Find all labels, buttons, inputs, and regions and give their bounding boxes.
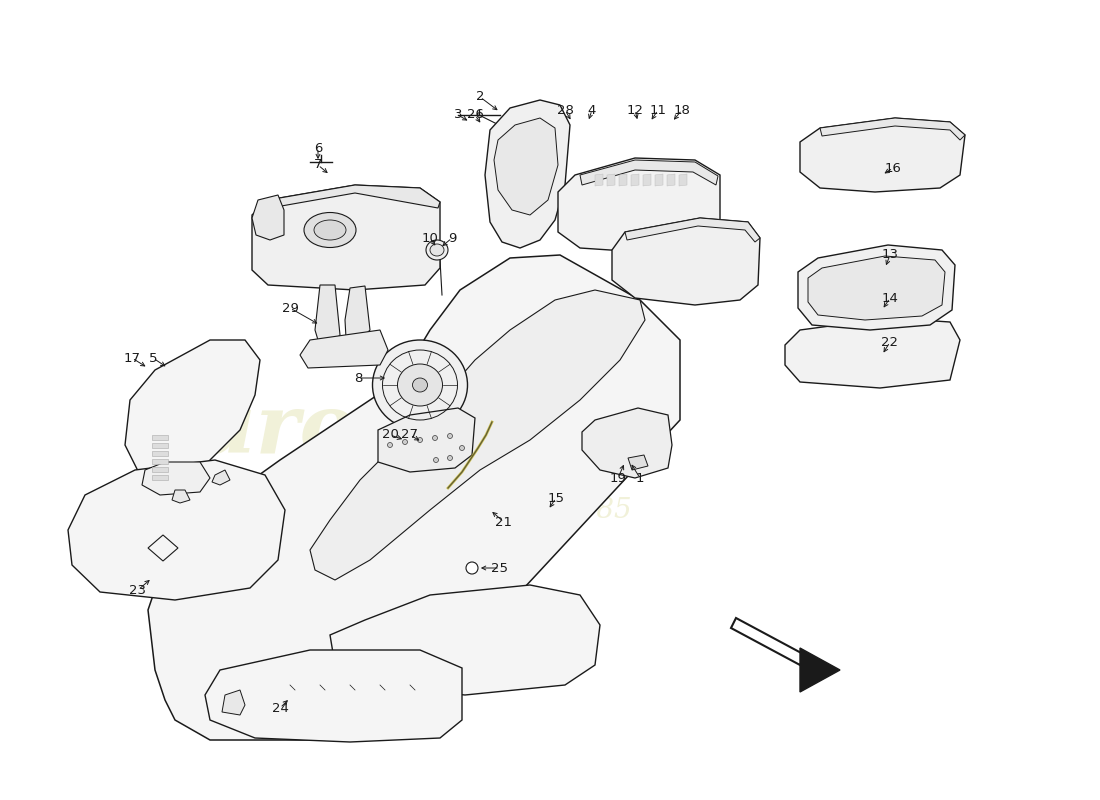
Circle shape [448,455,452,461]
Text: 20: 20 [382,429,398,442]
Polygon shape [142,462,210,495]
Text: 6: 6 [314,142,322,154]
Polygon shape [152,475,168,480]
Text: 21: 21 [495,515,513,529]
Polygon shape [125,340,260,490]
Text: 3: 3 [453,109,462,122]
Polygon shape [345,286,370,342]
Circle shape [387,442,393,447]
Text: 16: 16 [884,162,901,174]
Polygon shape [222,690,245,715]
Polygon shape [152,435,168,440]
Polygon shape [619,174,627,186]
Polygon shape [798,245,955,330]
Polygon shape [612,218,760,305]
Polygon shape [152,443,168,448]
Polygon shape [315,285,340,345]
Text: 29: 29 [282,302,298,314]
Polygon shape [212,470,230,485]
Text: 13: 13 [881,249,899,262]
Text: 25: 25 [492,562,508,574]
Text: 23: 23 [130,583,146,597]
Text: 18: 18 [673,103,691,117]
Text: 17: 17 [123,351,141,365]
Text: 5: 5 [148,351,157,365]
Text: 4: 4 [587,103,596,117]
Circle shape [466,562,478,574]
Polygon shape [679,174,688,186]
Ellipse shape [412,378,428,392]
Ellipse shape [426,240,448,260]
Polygon shape [494,118,558,215]
Polygon shape [820,118,965,140]
Polygon shape [595,174,603,186]
Text: europarts: europarts [143,390,597,470]
Circle shape [433,458,439,462]
Polygon shape [800,118,965,192]
Text: 11: 11 [649,103,667,117]
Polygon shape [808,256,945,320]
Polygon shape [582,408,672,478]
Text: a passion for parts since 1985: a passion for parts since 1985 [208,497,631,523]
Polygon shape [300,330,388,368]
Polygon shape [644,174,651,186]
Polygon shape [580,160,718,185]
Circle shape [418,438,422,442]
Polygon shape [732,618,805,665]
Circle shape [460,446,464,450]
Text: 7: 7 [314,158,322,171]
Ellipse shape [373,340,468,430]
Ellipse shape [430,244,444,256]
Polygon shape [252,195,284,240]
Text: 9: 9 [448,231,456,245]
Polygon shape [631,174,639,186]
Polygon shape [625,218,760,242]
Text: 14: 14 [881,291,899,305]
Polygon shape [330,585,600,695]
Text: 2: 2 [475,90,484,103]
Ellipse shape [304,213,356,247]
Polygon shape [152,467,168,472]
Polygon shape [252,185,440,290]
Text: 24: 24 [272,702,288,714]
Circle shape [448,434,452,438]
Text: 10: 10 [421,231,439,245]
Text: 12: 12 [627,103,644,117]
Polygon shape [654,174,663,186]
Text: 28: 28 [557,103,573,117]
Polygon shape [205,650,462,742]
Polygon shape [152,451,168,456]
Polygon shape [607,174,615,186]
Polygon shape [172,490,190,503]
Text: 27: 27 [402,429,418,442]
Text: 26: 26 [466,109,483,122]
Circle shape [432,435,438,441]
Circle shape [403,439,407,445]
Text: 15: 15 [548,491,564,505]
Text: 1: 1 [636,471,645,485]
Text: 19: 19 [609,471,626,485]
Polygon shape [310,290,645,580]
Polygon shape [558,158,720,252]
Polygon shape [148,255,680,740]
Text: 8: 8 [354,371,362,385]
Polygon shape [785,318,960,388]
Polygon shape [800,648,840,692]
Polygon shape [68,460,285,600]
Polygon shape [268,185,440,208]
Polygon shape [667,174,675,186]
Polygon shape [152,459,168,464]
Text: 22: 22 [881,335,899,349]
Polygon shape [485,100,570,248]
Ellipse shape [314,220,346,240]
Polygon shape [378,408,475,472]
Polygon shape [628,455,648,470]
Ellipse shape [397,364,442,406]
